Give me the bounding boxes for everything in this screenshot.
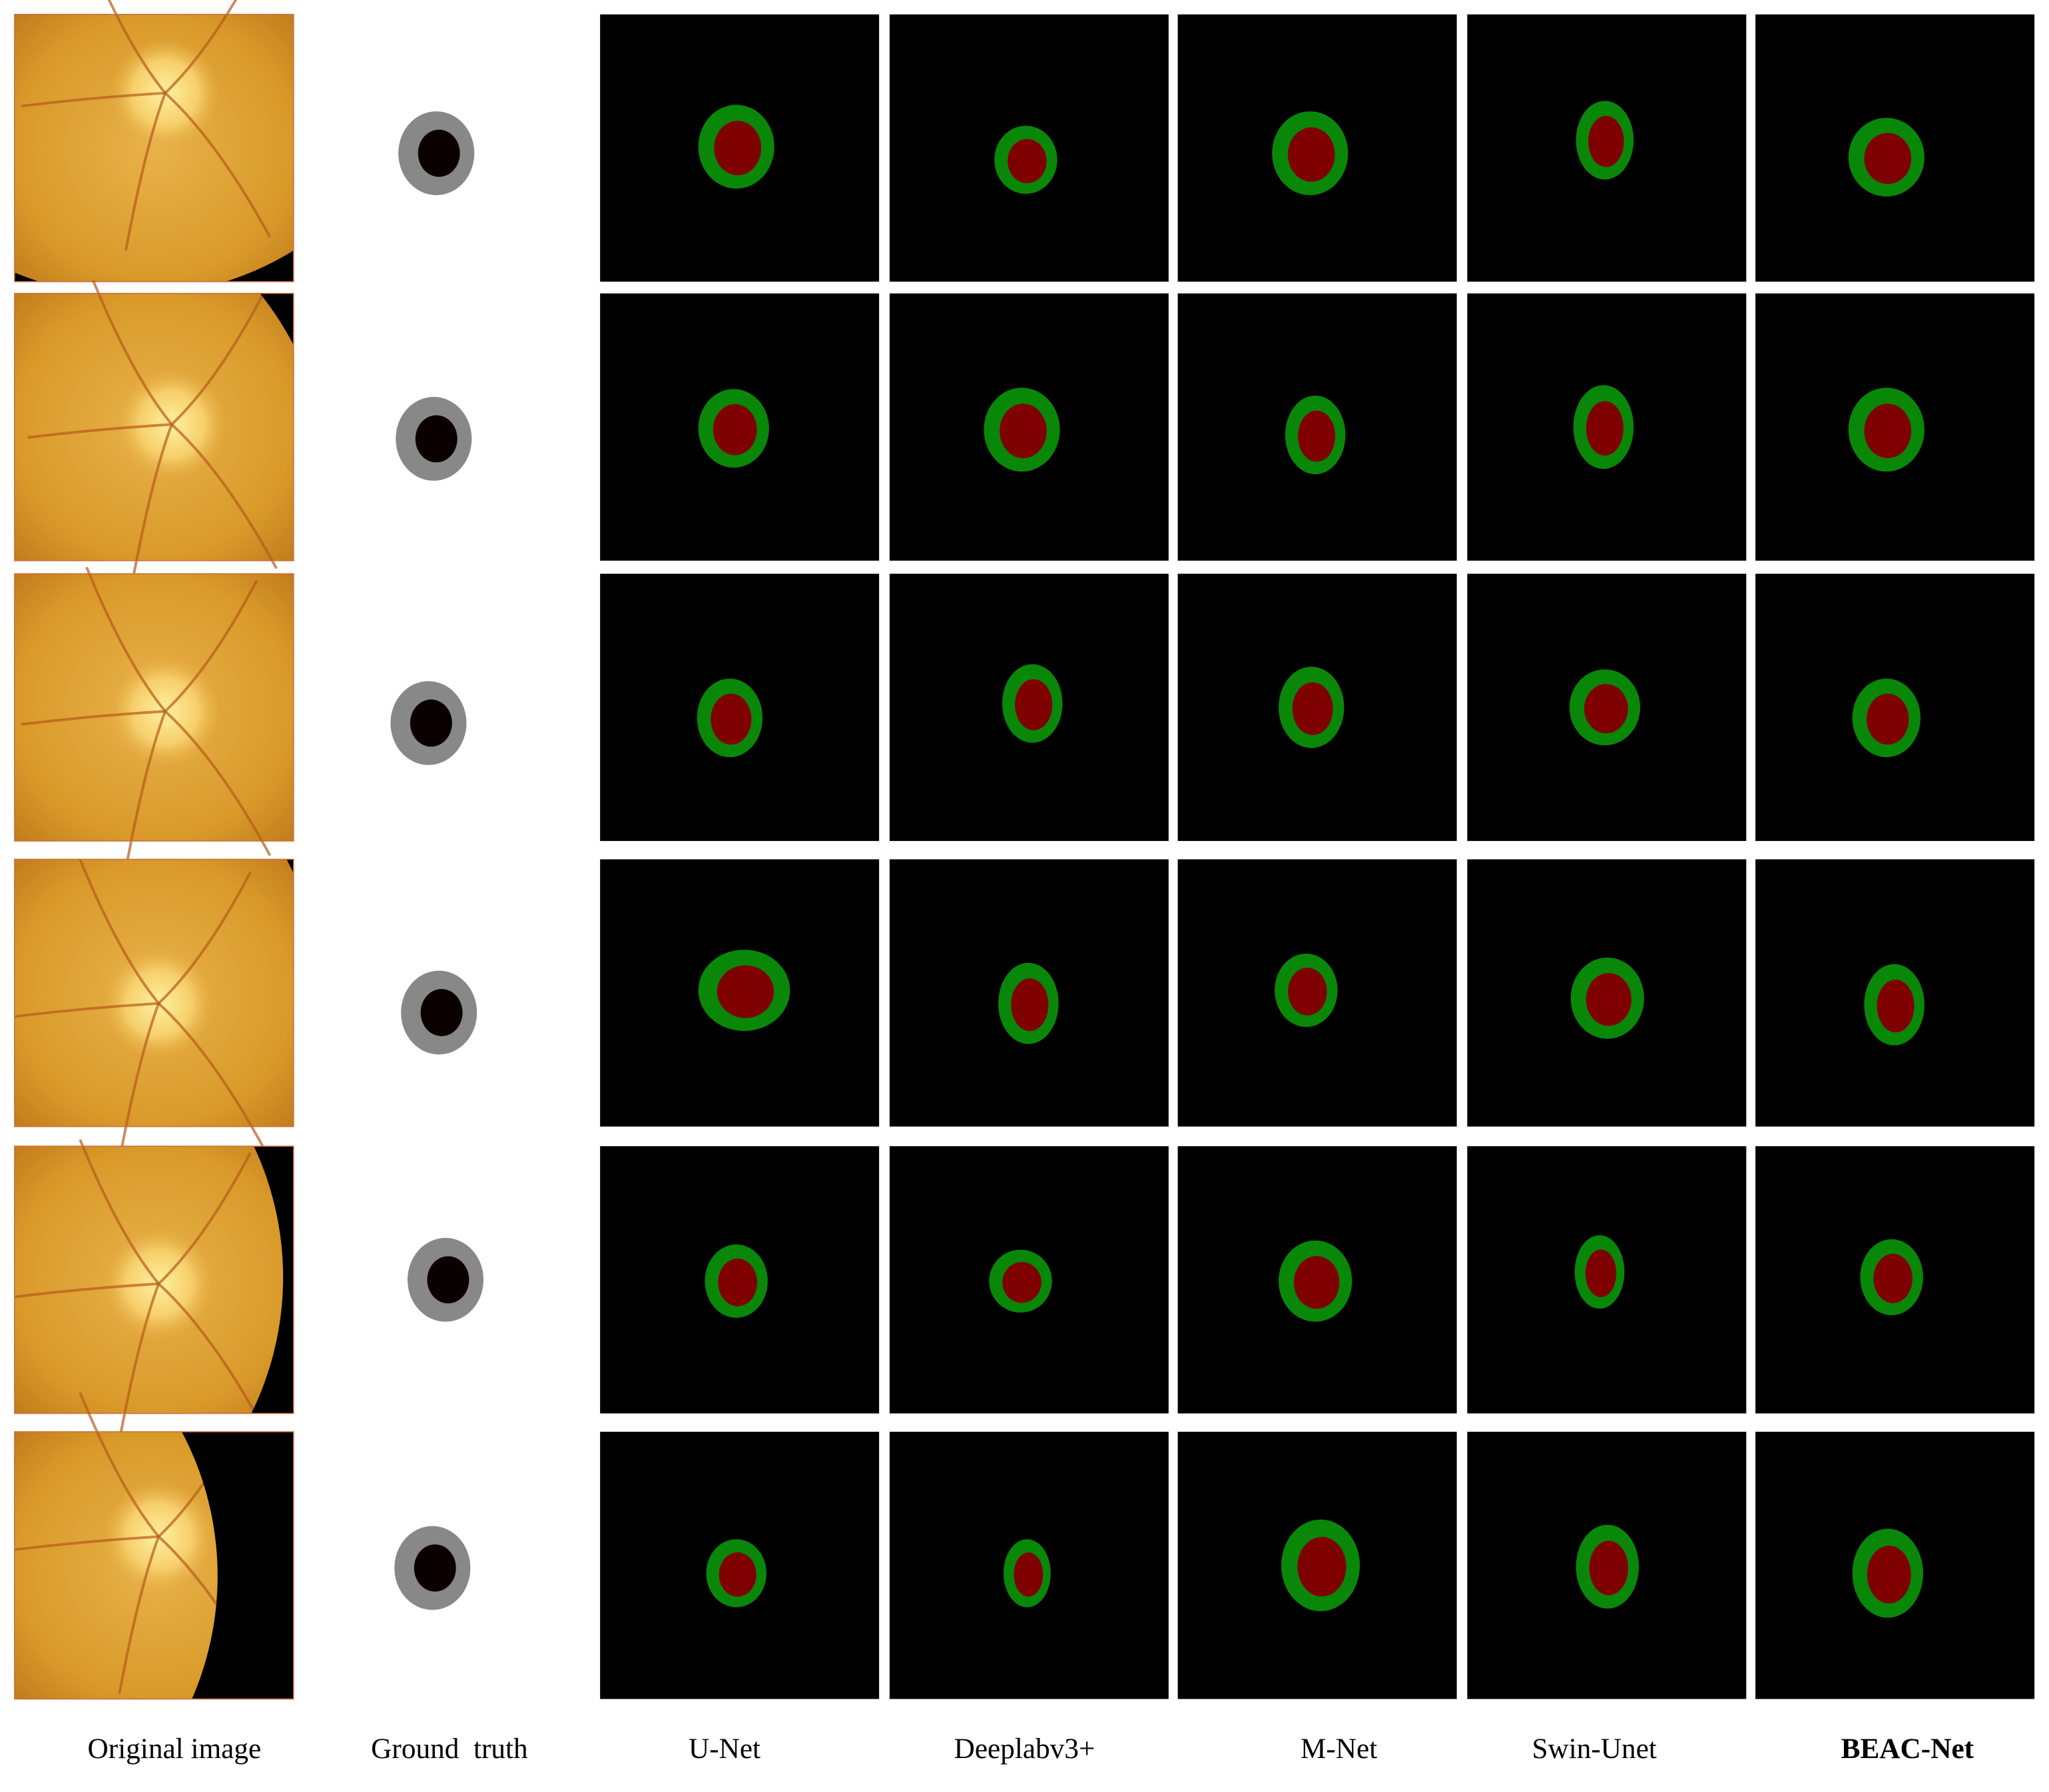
vessel [170, 292, 265, 426]
fundus-image [14, 858, 294, 1161]
fundus-retina [14, 1139, 284, 1442]
predicted-cup [1873, 1253, 1912, 1303]
predicted-cup [1014, 1552, 1043, 1597]
vessel [125, 92, 166, 251]
predicted-cup [717, 965, 774, 1018]
ground-truth-cup [420, 989, 463, 1036]
predicted-cup [1297, 1536, 1346, 1597]
predicted-cup [1864, 133, 1912, 184]
vessel [79, 1139, 160, 1285]
image-border [14, 573, 294, 842]
column-labels: Original image Ground truth U-Net Deeplabv3… [87, 1733, 1974, 1765]
column-label: U-Net [689, 1733, 760, 1765]
column-label: Deeplabv3+ [954, 1733, 1095, 1765]
vessel [118, 1003, 160, 1161]
vessel [14, 1535, 159, 1552]
fundus-retina [14, 0, 294, 282]
predicted-cup [1864, 404, 1912, 459]
predicted-cup [1586, 401, 1623, 456]
vessel [79, 1392, 160, 1538]
vessel [157, 1002, 265, 1149]
ground-truth-cup [410, 699, 452, 747]
vessel [85, 0, 166, 94]
column-label: BEAC-Net [1841, 1733, 1974, 1765]
vessel [27, 423, 172, 439]
predicted-cup [713, 404, 757, 455]
predicted-cup [1000, 404, 1047, 459]
vessel [157, 1535, 218, 1681]
fundus-retina [14, 858, 294, 1161]
fundus-image [14, 1139, 294, 1442]
vessel [164, 0, 258, 95]
vessel [157, 1152, 252, 1285]
fundus-retina [14, 1392, 218, 1699]
vessel [21, 710, 166, 726]
predicted-cup [1002, 1262, 1041, 1303]
predicted-cup [1288, 968, 1327, 1016]
predicted-cup [1588, 116, 1624, 167]
predicted-cup [1589, 1540, 1629, 1596]
image-border [14, 1145, 294, 1414]
fundus-image [14, 280, 294, 582]
fundus-image [14, 1392, 294, 1700]
vessel [14, 1282, 159, 1299]
predicted-cup [1867, 693, 1909, 745]
column-label: Original image [87, 1733, 261, 1765]
ground-truth-cup [414, 1544, 456, 1592]
predicted-cup [1586, 973, 1631, 1026]
vessel [164, 579, 258, 713]
vessel [85, 567, 166, 713]
predicted-cup [1298, 410, 1336, 462]
vessel [170, 423, 278, 569]
vessel [164, 710, 272, 856]
predicted-cup [714, 121, 762, 176]
predicted-cup [1867, 1545, 1911, 1604]
column-label: Swin-Unet [1532, 1733, 1656, 1765]
predicted-cup [1584, 684, 1628, 734]
predicted-cup [1008, 139, 1047, 184]
image-border [14, 13, 294, 282]
predicted-cup [1294, 1256, 1340, 1309]
vessel [157, 1283, 265, 1429]
predicted-cup [1877, 980, 1914, 1033]
vessel [164, 92, 272, 238]
vessel [157, 872, 252, 1005]
vessel [125, 711, 166, 869]
vessel [21, 91, 166, 108]
predicted-cup [1287, 127, 1335, 182]
fundus-image [14, 0, 294, 282]
image-grid [14, 0, 2035, 1700]
fundus-retina [14, 567, 294, 869]
fundus-image [14, 567, 294, 869]
predicted-cup [1015, 679, 1053, 731]
column-label: Ground truth [371, 1733, 528, 1765]
predicted-cup [719, 1552, 756, 1597]
vessel [92, 280, 173, 426]
fundus-retina [14, 280, 294, 582]
vessel [131, 424, 173, 582]
predicted-cup [718, 1258, 757, 1307]
predicted-cup [1585, 1249, 1617, 1297]
predicted-cup [1011, 978, 1049, 1032]
vessel [118, 1536, 160, 1694]
vessel [118, 1283, 160, 1442]
predicted-cup [1292, 682, 1333, 735]
image-border [14, 1431, 294, 1700]
ground-truth-cup [418, 129, 460, 177]
image-border [14, 858, 294, 1127]
column-label: M-Net [1301, 1733, 1377, 1765]
image-border [14, 292, 294, 561]
vessel [79, 858, 160, 1005]
ground-truth-cup [427, 1256, 469, 1304]
ground-truth-cup [415, 415, 457, 463]
vessel [14, 1002, 159, 1018]
predicted-cup [711, 693, 752, 745]
